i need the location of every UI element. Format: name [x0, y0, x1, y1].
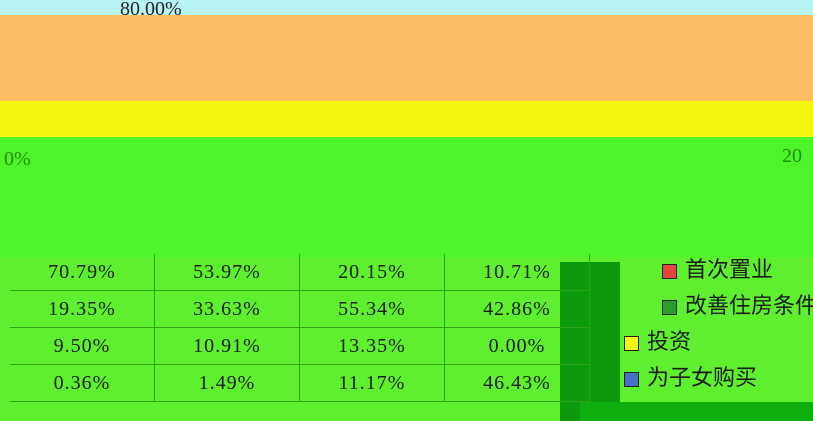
orange-band: [0, 15, 813, 101]
table-cell: 10.91%: [155, 328, 300, 365]
table-cell: 1.49%: [155, 365, 300, 402]
table-cell: 46.43%: [445, 365, 590, 402]
bottom-shade: [580, 402, 813, 421]
legend-swatch: [624, 372, 639, 388]
legend-item: 改善住房条件: [662, 288, 813, 320]
green-band: [0, 137, 813, 257]
legend-swatch: [624, 336, 639, 352]
legend-label: 改善住房条件: [685, 293, 813, 318]
legend-item: 首次置业: [662, 252, 773, 284]
table-cell: 10.71%: [445, 254, 590, 291]
table-cell: 0.00%: [445, 328, 590, 365]
legend-shade: [560, 262, 620, 421]
axis-label: 80.00%: [120, 0, 182, 20]
yellow-band: [0, 101, 813, 137]
legend-label: 首次置业: [685, 257, 774, 282]
table-cell: 0.36%: [10, 365, 155, 402]
legend-swatch: [662, 264, 677, 280]
table-cell: 33.63%: [155, 291, 300, 328]
legend-label: 为子女购买: [647, 365, 758, 390]
table-cell: 9.50%: [10, 328, 155, 365]
table-cell: 13.35%: [300, 328, 445, 365]
table-cell: 70.79%: [10, 254, 155, 291]
legend-swatch: [662, 300, 677, 316]
legend-item: 投资: [624, 324, 691, 356]
axis-label: 20: [782, 145, 802, 167]
table-cell: 11.17%: [300, 365, 445, 402]
table-cell: 20.15%: [300, 254, 445, 291]
table-cell: 19.35%: [10, 291, 155, 328]
axis-label: 0%: [4, 148, 31, 170]
table-cell: 53.97%: [155, 254, 300, 291]
legend-label: 投资: [647, 329, 692, 354]
table-cell: 55.34%: [300, 291, 445, 328]
top-strip: [0, 0, 813, 15]
legend-item: 为子女购买: [624, 360, 757, 392]
table-cell: 42.86%: [445, 291, 590, 328]
